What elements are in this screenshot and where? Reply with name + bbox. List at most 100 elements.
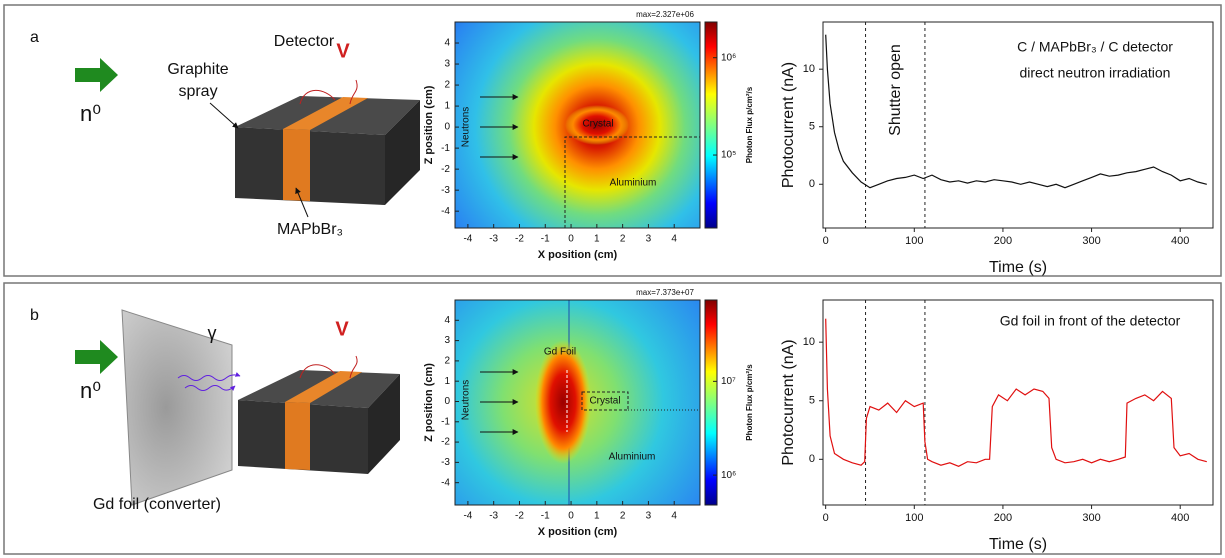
voltage-label: V [336, 40, 350, 62]
y-tick-label: 4 [444, 315, 450, 326]
x-tick-label: 4 [671, 511, 677, 522]
pointer [209, 102, 239, 129]
x-tick-label: 2 [620, 234, 626, 245]
x-tick-label: 1 [594, 511, 600, 522]
y-tick-label: 0 [444, 122, 450, 133]
stripe-front [283, 129, 310, 201]
x-tick-label: 400 [1171, 512, 1189, 524]
y-axis-label: Z position (cm) [423, 363, 435, 442]
x-tick-label: 0 [823, 512, 829, 524]
neutron-arrow [75, 58, 118, 92]
y-tick-label: -4 [441, 477, 450, 488]
panel-frame [3, 4, 1222, 277]
x-tick-label: 2 [620, 511, 626, 522]
max-label: max=7.373e+07 [636, 288, 694, 297]
diagram-a: n⁰ Detector Graphite spray V MAPbBr₃ a [30, 29, 420, 238]
x-axis-label: X position (cm) [538, 249, 618, 261]
x-axis-label: Time (s) [989, 536, 1047, 553]
x-tick-label: 300 [1082, 512, 1100, 524]
crystal-hotspot [565, 105, 629, 145]
y-tick-label: 5 [809, 395, 815, 407]
y-tick-label: 10 [803, 63, 815, 75]
x-tick-label: 100 [905, 235, 923, 247]
annotation: Gd foil in front of the detector [1000, 313, 1181, 329]
stripe-top [283, 97, 368, 130]
neutron-label: n⁰ [80, 378, 101, 403]
gamma-ray [177, 372, 241, 381]
y-tick-label: -4 [441, 206, 450, 217]
x-tick-label: 0 [823, 235, 829, 247]
x-tick-label: 0 [568, 234, 574, 245]
panel-frame [3, 282, 1222, 555]
material-label: MAPbBr₃ [277, 221, 343, 238]
colorbar [704, 299, 718, 506]
y-tick-label: 2 [444, 80, 450, 91]
graphite-label: spray [178, 83, 217, 100]
x-tick-label: -1 [541, 511, 550, 522]
x-tick-label: -2 [515, 511, 524, 522]
y-tick-label: -3 [441, 457, 450, 468]
x-tick-label: 300 [1082, 235, 1100, 247]
y-tick-label: 5 [809, 121, 815, 133]
panel-label: b [30, 307, 39, 324]
data-line [825, 34, 1207, 189]
shutter-label: Shutter open [887, 44, 904, 136]
plot-frame [822, 21, 1214, 229]
plot-frame [454, 21, 701, 229]
y-tick-label: -2 [441, 437, 450, 448]
voltage-label: V [335, 318, 349, 340]
region-label: Crystal [589, 396, 620, 407]
stripe-front [285, 402, 310, 470]
region-label: Neutrons [461, 107, 472, 148]
x-tick-label: -3 [489, 511, 498, 522]
neutron-arrow [75, 340, 118, 374]
block-side [385, 100, 420, 205]
y-tick-label: -3 [441, 185, 450, 196]
plot-frame [822, 299, 1214, 506]
y-axis-label: Photocurrent (nA) [780, 339, 797, 465]
gd-foil [121, 309, 233, 506]
x-tick-label: 200 [994, 235, 1012, 247]
y-tick-label: 3 [444, 59, 450, 70]
y-tick-label: 0 [809, 453, 815, 465]
x-tick-label: -1 [541, 234, 550, 245]
plot-frame [454, 299, 701, 506]
x-tick-label: 200 [994, 512, 1012, 524]
y-axis-label: Z position (cm) [423, 85, 435, 164]
detector-title: Detector [274, 33, 335, 50]
region-label: Gd Foil [544, 347, 576, 358]
stripe-top [285, 371, 362, 403]
x-tick-label: -4 [463, 511, 472, 522]
y-tick-label: -1 [441, 143, 450, 154]
x-tick-label: 0 [568, 511, 574, 522]
diagram-b: b n⁰ γ V Gd foil (converter) [30, 307, 400, 513]
x-tick-label: -4 [463, 234, 472, 245]
y-tick-label: 0 [809, 178, 815, 190]
colorbar [704, 21, 718, 229]
y-tick-label: 1 [444, 101, 450, 112]
crystal-outline [581, 391, 629, 411]
x-tick-label: 4 [671, 234, 677, 245]
region-label: Aluminium [610, 178, 657, 189]
region-label: Neutrons [461, 380, 472, 421]
x-axis-label: Time (s) [989, 259, 1047, 276]
y-tick-label: -1 [441, 416, 450, 427]
x-tick-label: -3 [489, 234, 498, 245]
graphite-label: Graphite [167, 61, 228, 78]
y-tick-label: 1 [444, 376, 450, 387]
y-tick-label: 0 [444, 396, 450, 407]
region-label: Crystal [582, 119, 613, 130]
x-axis-label: X position (cm) [538, 526, 618, 538]
gamma-ray [184, 385, 236, 391]
colorbar-tick-label: 10⁷ [721, 376, 736, 387]
aluminium-outline [564, 136, 700, 228]
region-label: Aluminium [609, 452, 656, 463]
annotation: direct neutron irradiation [1020, 65, 1171, 81]
foil-hotspot [535, 340, 591, 464]
max-label: max=2.327e+06 [636, 10, 694, 19]
y-tick-label: 2 [444, 356, 450, 367]
colorbar-tick-label: 10⁶ [721, 470, 736, 481]
y-tick-label: -2 [441, 164, 450, 175]
